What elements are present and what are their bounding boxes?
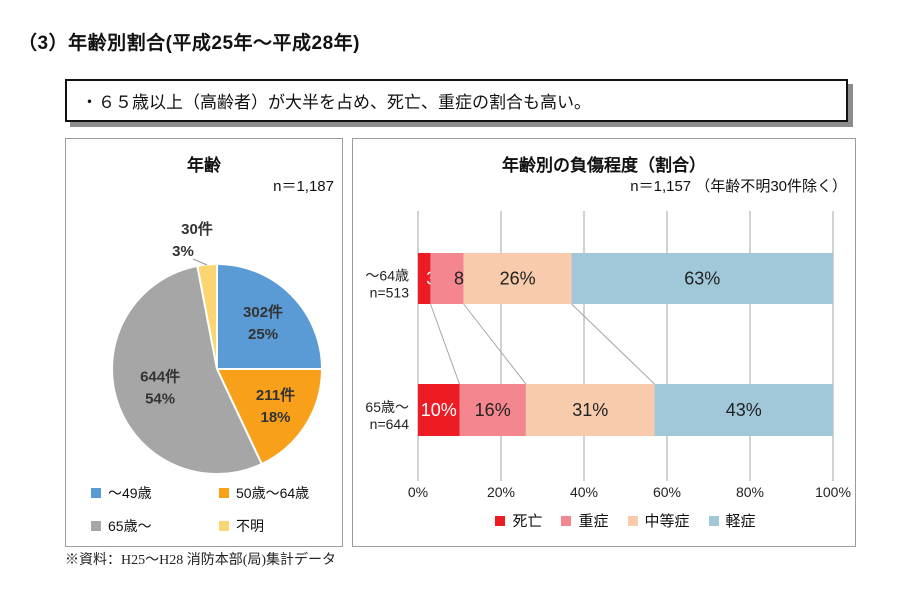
legend-swatch-severe	[561, 515, 572, 526]
x-tick-label: 20%	[487, 484, 515, 500]
segment-value-label: 63%	[684, 269, 720, 289]
bar-segment-中等症	[463, 253, 572, 304]
bar-segment-死亡	[418, 253, 431, 304]
pie-legend-item: ～49歳	[91, 483, 219, 503]
pie-leader-line	[192, 258, 208, 266]
callout-text: ・６５歳以上（高齢者）が大半を占め、死亡、重症の割合も高い。	[81, 93, 591, 112]
bar-legend-label: 軽症	[725, 513, 756, 530]
pie-n-label: n＝1,187	[273, 178, 334, 195]
legend-swatch-mild	[708, 515, 719, 526]
legend-swatch-50to64	[219, 488, 229, 498]
source-note: ※資料：H25～H28 消防本部(局)集計データ	[65, 553, 337, 568]
pie-slice-label-0: 302件 25%	[243, 303, 283, 343]
bar-legend-item: 死亡	[495, 510, 542, 531]
legend-swatch-under49	[91, 488, 101, 498]
bar-n-label: n＝1,157 （年齢不明30件除く）	[630, 178, 847, 195]
pie-legend: ～49歳 50歳～64歳 65歳～ 不明	[91, 483, 309, 536]
pie-chart-title: 年齢	[187, 156, 221, 175]
bar-legend-label: 重症	[578, 513, 609, 530]
bar-legend-item: 軽症	[708, 510, 756, 531]
bar-segment-中等症	[525, 384, 655, 436]
page-title: （3）年齢別割合(平成25年～平成28年)	[18, 33, 360, 54]
category-n-label: n=513	[370, 285, 410, 301]
segment-value-label: 16%	[475, 400, 511, 420]
segment-value-label: 10%	[421, 400, 457, 420]
pie-slice-3	[196, 262, 218, 370]
legend-swatch-over65	[91, 521, 101, 531]
pie-chart-panel: 年齢 n＝1,187 302件 25% 211件 18% 644件 54% 30件 3% ～4…	[65, 138, 343, 547]
pie-legend-item: 65歳～	[91, 516, 219, 536]
callout-box: ・６５歳以上（高齢者）が大半を占め、死亡、重症の割合も高い。	[65, 79, 848, 122]
legend-swatch-moderate	[627, 515, 638, 526]
pie-slice-label-1: 211件 18%	[256, 386, 295, 426]
x-tick-label: 40%	[570, 484, 598, 500]
pie-legend-label: 不明	[236, 518, 264, 534]
bar-segment-死亡	[418, 384, 460, 436]
category-label: ～64歳	[365, 268, 409, 284]
segment-value-label: 26%	[500, 269, 536, 289]
pie-legend-label: 50歳～64歳	[236, 485, 310, 501]
bar-legend: 死亡 重症 中等症 軽症	[418, 510, 833, 531]
pie-slice-1	[215, 368, 324, 466]
x-tick-label: 0%	[408, 484, 428, 500]
legend-swatch-unknown	[219, 521, 229, 531]
bar-legend-item: 重症	[561, 510, 609, 531]
series-connector-line	[463, 303, 527, 385]
bar-segment-軽症	[571, 253, 833, 304]
pie-legend-item: 不明	[219, 516, 309, 536]
bar-segment-重症	[430, 253, 464, 304]
series-connector-line	[571, 303, 655, 385]
pie-slice-0	[216, 262, 324, 370]
segment-value-label: 43%	[726, 400, 762, 420]
pie-legend-label: ～49歳	[108, 485, 152, 501]
bar-chart-panel: 年齢別の負傷程度（割合） n＝1,157 （年齢不明30件除く） 0% 20% 40…	[352, 138, 856, 547]
x-tick-label: 60%	[653, 484, 681, 500]
bar-legend-label: 中等症	[644, 513, 690, 530]
x-tick-label: 80%	[736, 484, 764, 500]
x-tick-label: 100%	[815, 484, 851, 500]
segment-value-label: 31%	[572, 400, 608, 420]
series-connector-line	[429, 303, 460, 385]
pie-slice-label-2: 644件 54%	[140, 367, 180, 407]
bar-segment-重症	[459, 384, 526, 436]
bar-legend-label: 死亡	[512, 513, 543, 530]
pie-outside-label: 30件 3%	[172, 220, 213, 260]
bar-segment-軽症	[654, 384, 833, 436]
category-n-label: n=644	[370, 416, 410, 432]
pie-legend-item: 50歳～64歳	[219, 483, 309, 503]
pie-slice-2	[111, 264, 264, 475]
pie-legend-label: 65歳～	[108, 518, 152, 534]
bar-legend-item: 中等症	[627, 510, 690, 531]
age-pie-chart: 302件 25% 211件 18% 644件 54% 30件 3%	[111, 220, 324, 475]
injury-severity-bar-chart: 0%20%40%60%80%100%3%8%26%63%～64歳n=51310%…	[365, 211, 851, 500]
category-label: 65歳～	[365, 399, 409, 415]
bar-chart-title: 年齢別の負傷程度（割合）	[502, 156, 706, 175]
legend-swatch-death	[495, 515, 506, 526]
